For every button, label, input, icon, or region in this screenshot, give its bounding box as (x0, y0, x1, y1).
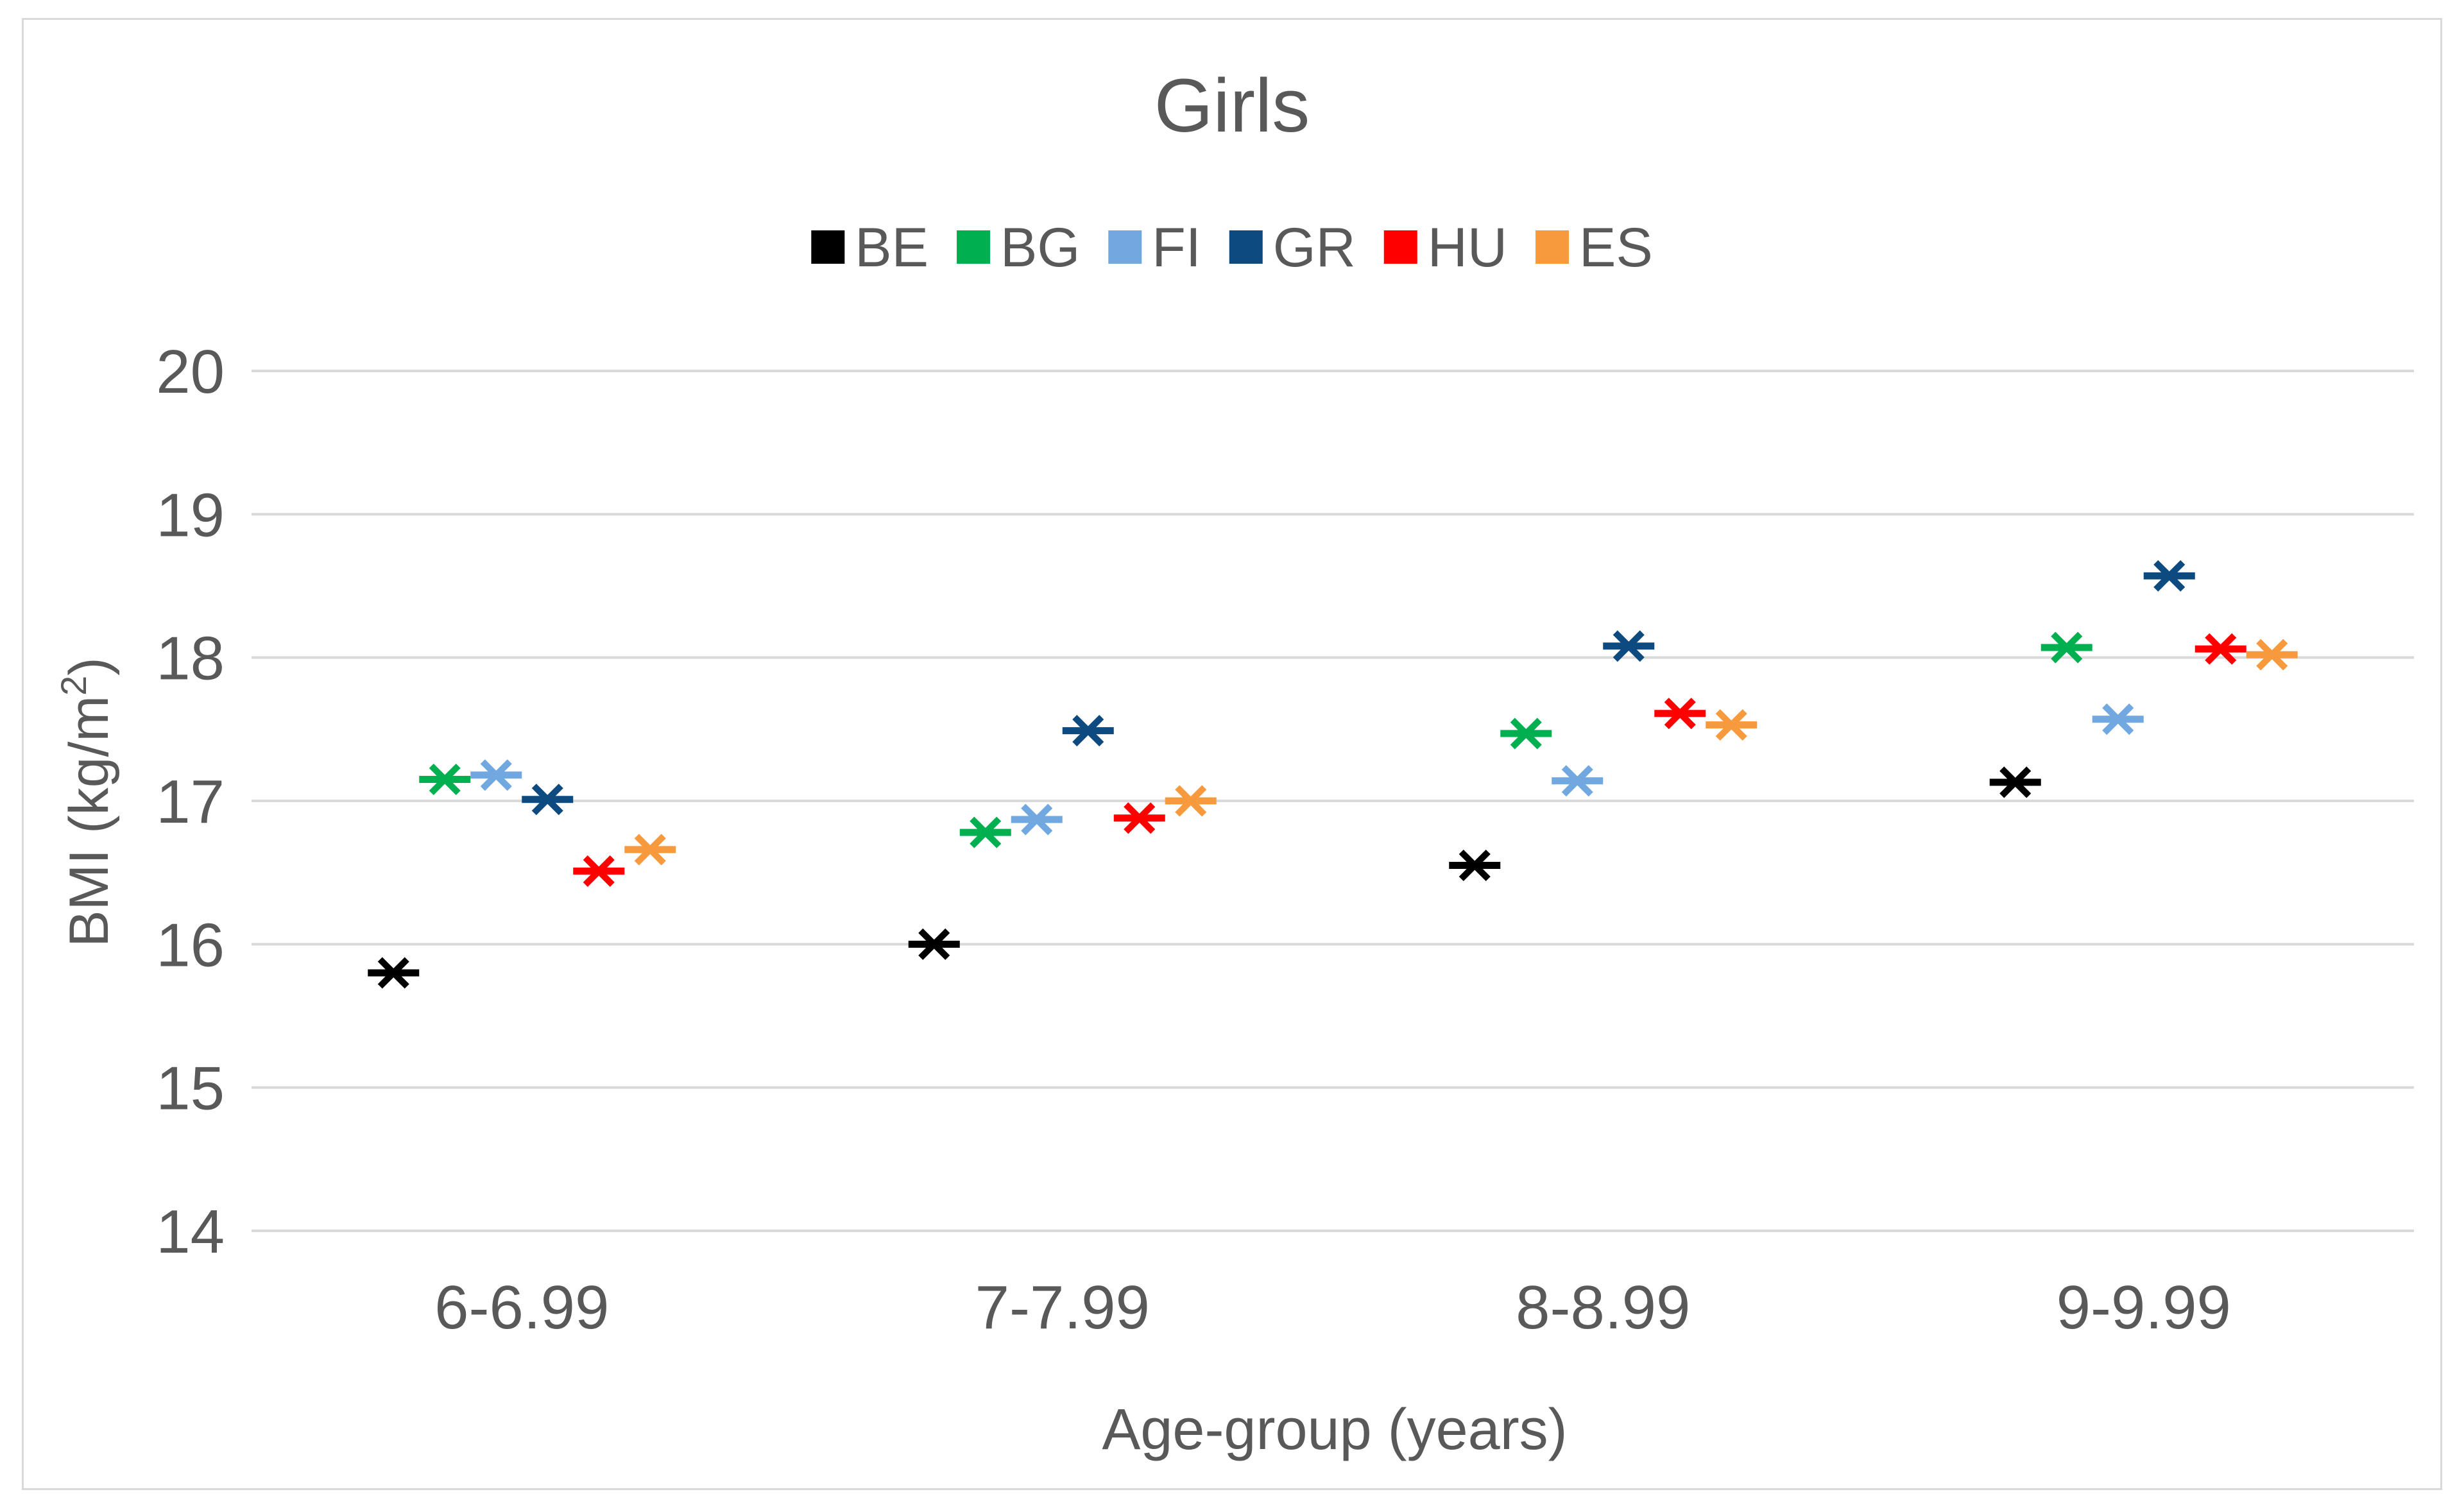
legend: BE BG FI GR HU ES (811, 217, 1653, 279)
marker-x2 (918, 928, 950, 960)
x-tick-label: 6-6.99 (434, 1273, 609, 1342)
marker-es-6-6.99 (624, 834, 676, 866)
legend-label: FI (1152, 217, 1201, 279)
marker-x2 (531, 784, 563, 816)
legend-label: ES (1579, 217, 1653, 279)
marker-hu-7-7.99 (1113, 802, 1165, 834)
marker-gr-7-7.99 (1062, 715, 1114, 747)
legend-item-fi: FI (1108, 217, 1201, 279)
marker-be-6-6.99 (368, 957, 420, 989)
marker-bg-9-9.99 (2041, 631, 2092, 664)
marker-hu-6-6.99 (573, 855, 625, 887)
y-tick-label: 20 (156, 338, 225, 406)
marker-x2 (1613, 630, 1645, 662)
marker-x2 (1124, 802, 1156, 834)
legend-swatch (1108, 230, 1142, 264)
legend-label: BE (855, 217, 928, 279)
marker-es-9-9.99 (2246, 639, 2298, 671)
marker-hu-9-9.99 (2194, 633, 2246, 665)
legend-swatch (811, 230, 845, 264)
marker-fi-8-8.99 (1552, 765, 1604, 797)
x-axis-label: Age-group (years) (1102, 1398, 1567, 1462)
marker-x2 (634, 834, 666, 866)
marker-be-7-7.99 (908, 928, 960, 960)
x-tick-label: 8-8.99 (1516, 1273, 1690, 1342)
legend-label: HU (1428, 217, 1507, 279)
marker-hu-8-8.99 (1654, 698, 1706, 730)
y-tick-label: 14 (156, 1197, 225, 1266)
legend-label: GR (1273, 217, 1356, 279)
marker-es-7-7.99 (1165, 785, 1217, 817)
legend-item-gr: GR (1229, 217, 1356, 279)
marker-gr-8-8.99 (1603, 630, 1655, 662)
marker-x2 (480, 759, 512, 791)
marker-x2 (1459, 849, 1491, 882)
marker-x2 (1715, 709, 1747, 741)
legend-swatch (1229, 230, 1263, 264)
legend-label: BG (1000, 217, 1080, 279)
legend-swatch (1535, 230, 1569, 264)
y-axis-ticks: 14 15 16 17 18 19 20 (156, 338, 225, 1266)
marker-x2 (2102, 703, 2134, 735)
y-axis-label-suffix: ) (58, 657, 120, 676)
marker-x2 (1561, 765, 1593, 797)
legend-item-hu: HU (1383, 217, 1507, 279)
marker-x2 (1175, 785, 1207, 817)
marker-es-8-8.99 (1706, 709, 1758, 741)
marker-fi-6-6.99 (470, 759, 522, 791)
marker-be-8-8.99 (1449, 849, 1501, 882)
marker-x2 (429, 763, 461, 796)
marker-bg-6-6.99 (419, 763, 471, 796)
marker-fi-9-9.99 (2092, 703, 2144, 735)
marker-x2 (1021, 803, 1053, 836)
marker-bg-8-8.99 (1500, 717, 1552, 750)
x-tick-label: 7-7.99 (975, 1273, 1150, 1342)
marker-gr-9-9.99 (2143, 560, 2195, 592)
marker-x2 (583, 855, 615, 887)
marker-x2 (2205, 633, 2237, 665)
chart-title: Girls (1154, 64, 1310, 148)
legend-item-bg: BG (957, 217, 1080, 279)
marker-x2 (2153, 560, 2186, 592)
marker-gr-6-6.99 (522, 784, 574, 816)
marker-x2 (377, 957, 409, 989)
marker-x2 (1072, 715, 1104, 747)
marker-x2 (2256, 639, 2288, 671)
marker-x2 (2051, 631, 2083, 664)
y-axis-label-superscript: 2 (53, 676, 94, 696)
marker-x2 (970, 816, 1002, 848)
y-tick-label: 17 (156, 768, 225, 836)
y-tick-label: 16 (156, 911, 225, 979)
y-axis-label-main: BMI (kg/m (58, 696, 120, 947)
marker-be-9-9.99 (1989, 766, 2041, 798)
y-tick-label: 15 (156, 1054, 225, 1123)
x-tick-label: 9-9.99 (2057, 1273, 2231, 1342)
marker-bg-7-7.99 (959, 816, 1011, 848)
legend-item-be: BE (811, 217, 928, 279)
data-points (368, 560, 2298, 989)
legend-item-es: ES (1535, 217, 1653, 279)
x-axis-ticks: 6-6.99 7-7.99 8-8.99 9-9.99 (434, 1273, 2231, 1342)
gridlines (252, 370, 2414, 1232)
y-tick-label: 19 (156, 481, 225, 549)
y-tick-label: 18 (156, 624, 225, 693)
marker-x2 (1999, 766, 2032, 798)
legend-swatch (1383, 230, 1417, 264)
marker-x2 (1510, 717, 1542, 750)
marker-fi-7-7.99 (1011, 803, 1063, 836)
y-axis-label: BMI (kg/m2) (53, 657, 120, 947)
marker-x2 (1664, 698, 1696, 730)
legend-swatch (957, 230, 991, 264)
